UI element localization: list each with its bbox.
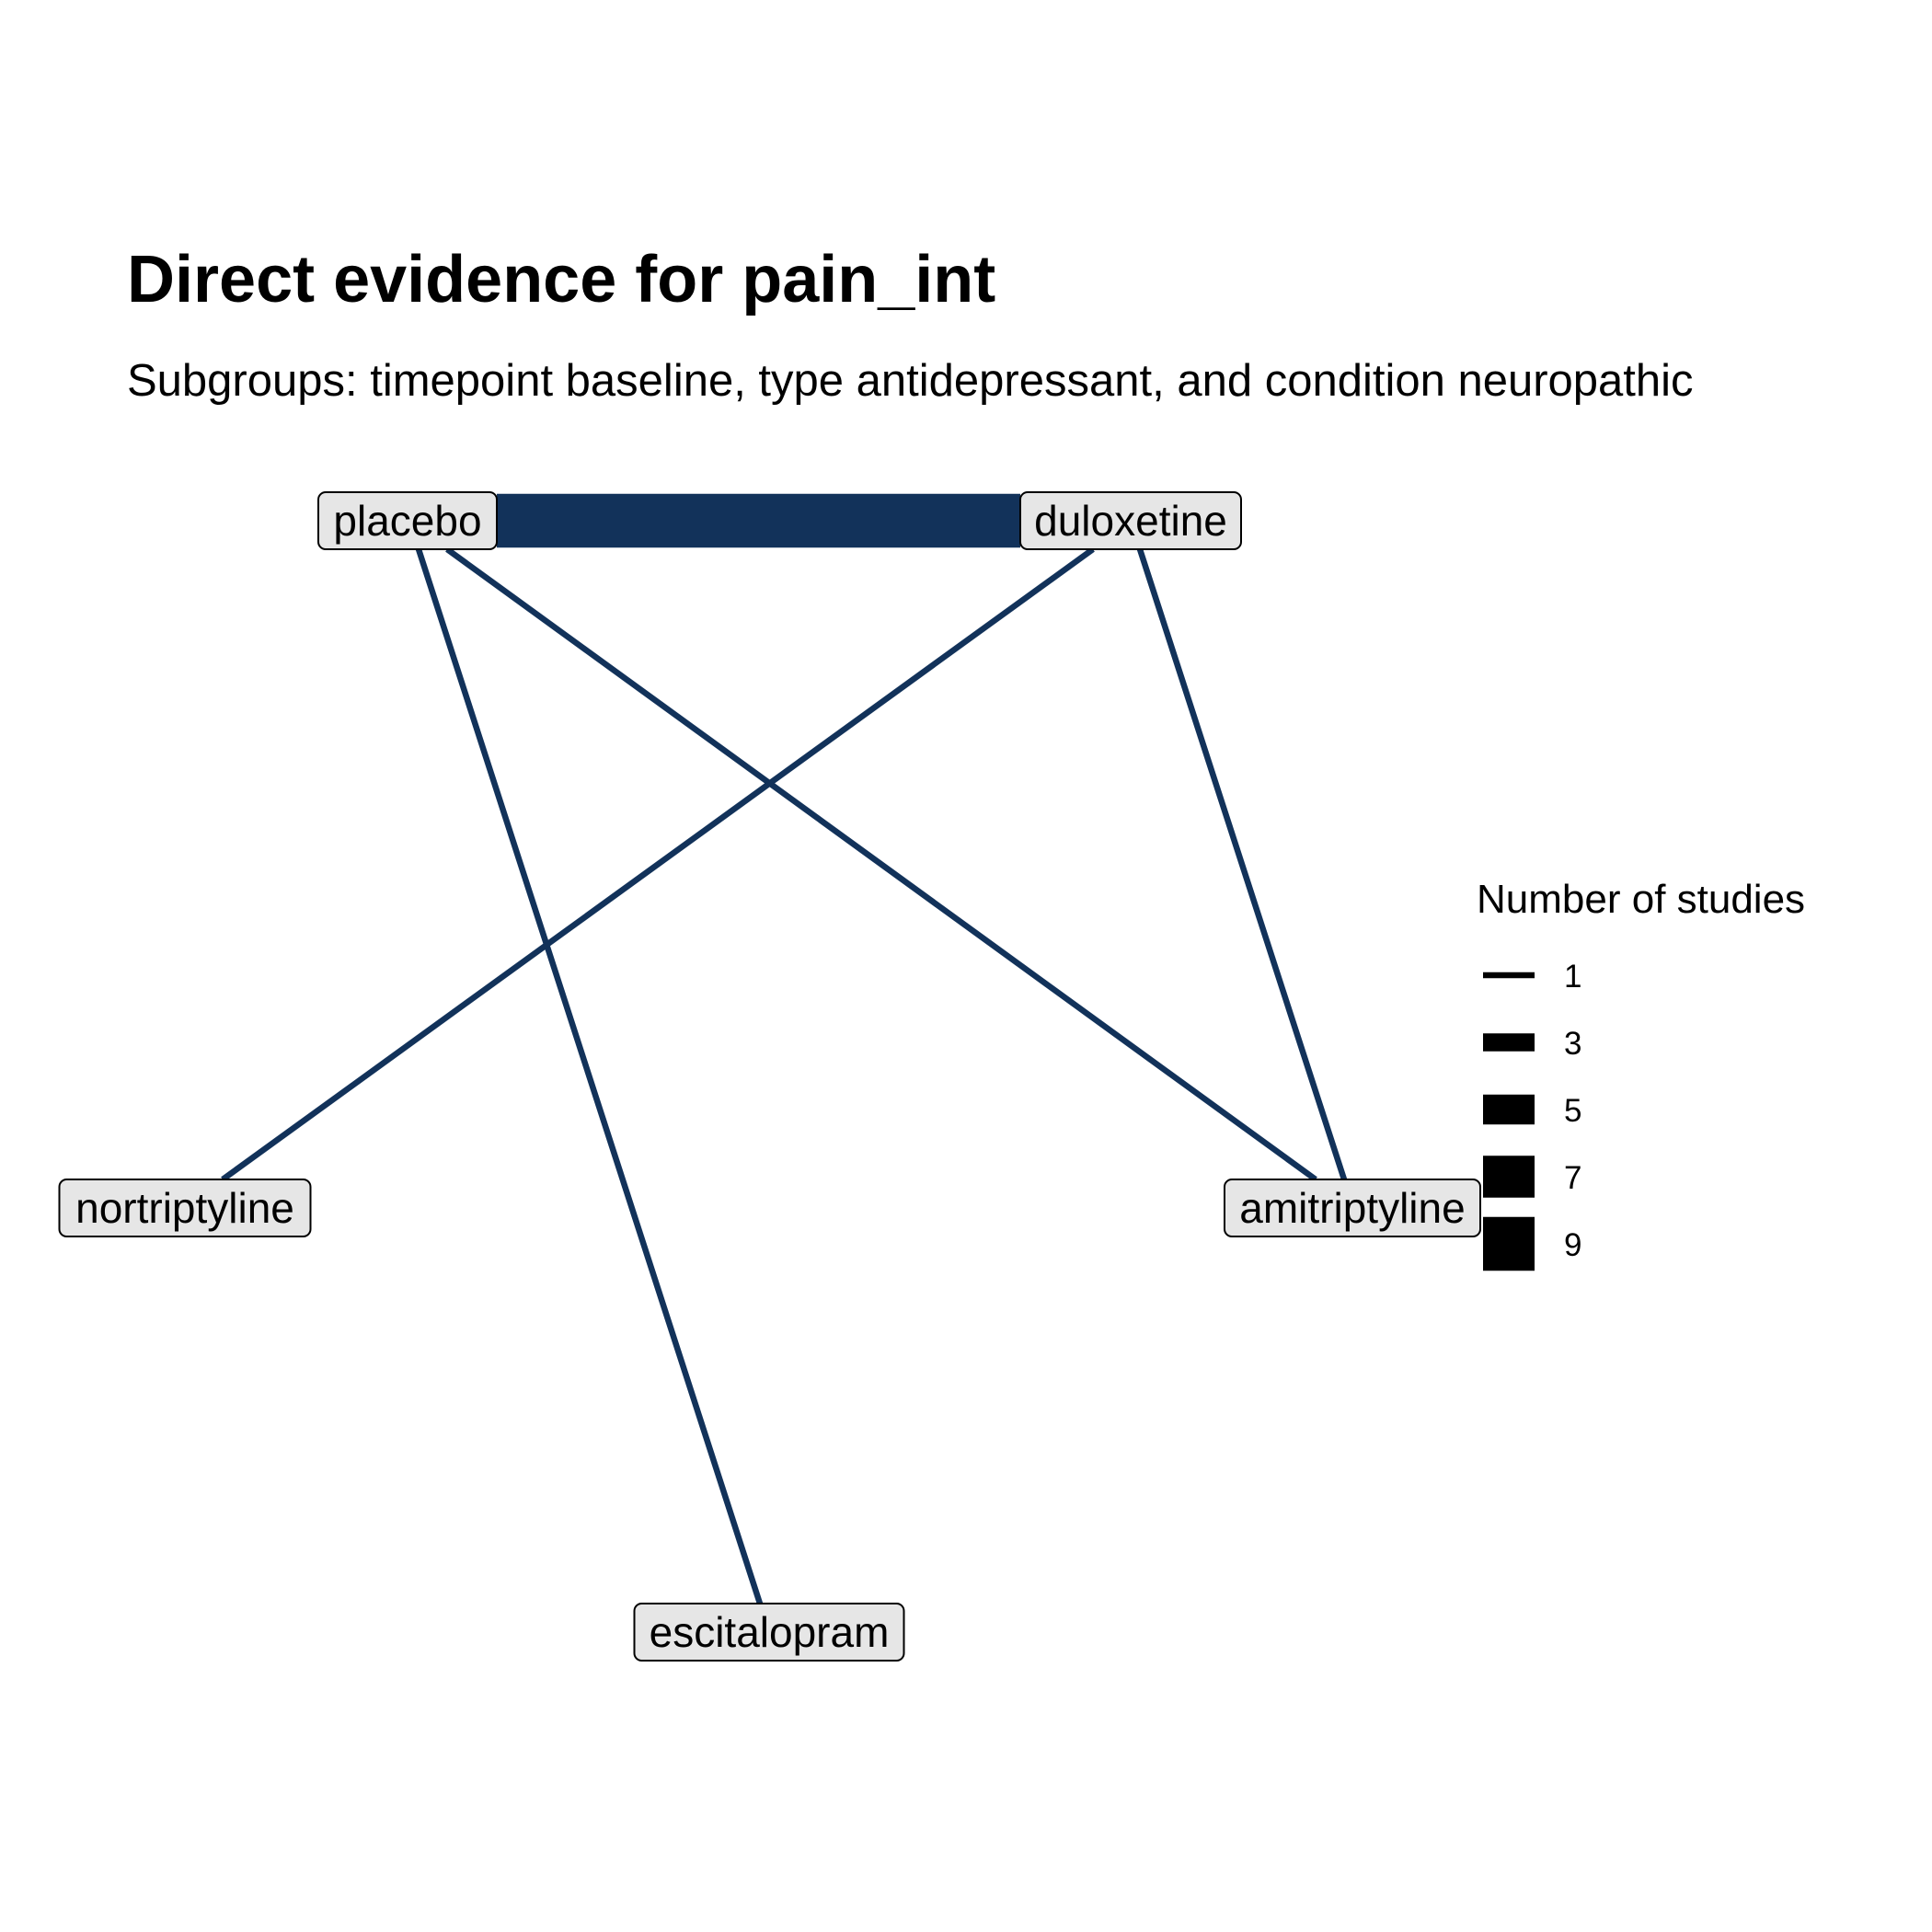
legend: Number of studies 1 3 5 7 9 [1477, 877, 1805, 1271]
legend-label-1: 1 [1564, 959, 1581, 995]
node-placebo: placebo [317, 491, 498, 550]
node-label: amitriptyline [1239, 1184, 1465, 1232]
legend-key-1 [1483, 972, 1535, 979]
node-box [1019, 491, 1242, 550]
node-box [633, 1603, 905, 1662]
legend-key-5 [1483, 1094, 1535, 1125]
legend-key-7 [1483, 1156, 1535, 1198]
node-label: duloxetine [1034, 497, 1227, 545]
node-label: nortriptyline [75, 1184, 294, 1232]
legend-label-7: 7 [1564, 1160, 1581, 1196]
legend-label-5: 5 [1564, 1093, 1581, 1129]
node-duloxetine: duloxetine [1019, 491, 1242, 550]
legend-items: 1 3 5 7 9 [1483, 959, 1581, 1271]
node-label: placebo [333, 497, 481, 545]
edge-placebo-escitalopram [415, 547, 764, 1605]
node-label: escitalopram [650, 1608, 890, 1656]
legend-key-3 [1483, 1033, 1535, 1052]
edge-duloxetine-nortriptyline [221, 546, 1095, 1182]
node-box [317, 491, 498, 550]
edges-layer [221, 493, 1348, 1605]
node-box [1224, 1179, 1481, 1237]
figure-subtitle: Subgroups: timepoint baseline, type anti… [127, 356, 1694, 406]
figure-title: Direct evidence for pain_int [127, 243, 996, 316]
legend-title: Number of studies [1477, 877, 1805, 922]
legend-label-3: 3 [1564, 1026, 1581, 1062]
legend-key-9 [1483, 1216, 1535, 1271]
node-nortriptyline: nortriptyline [58, 1179, 312, 1237]
nodes-layer: placebo duloxetine nortriptyline amitriptyl… [58, 491, 1481, 1662]
node-escitalopram: escitalopram [633, 1603, 905, 1662]
node-box [58, 1179, 312, 1237]
edge-placebo-amitriptyline [445, 546, 1317, 1182]
node-amitriptyline: amitriptyline [1224, 1179, 1481, 1237]
edge-duloxetine-amitriptyline [1136, 547, 1348, 1181]
legend-label-9: 9 [1564, 1227, 1581, 1263]
